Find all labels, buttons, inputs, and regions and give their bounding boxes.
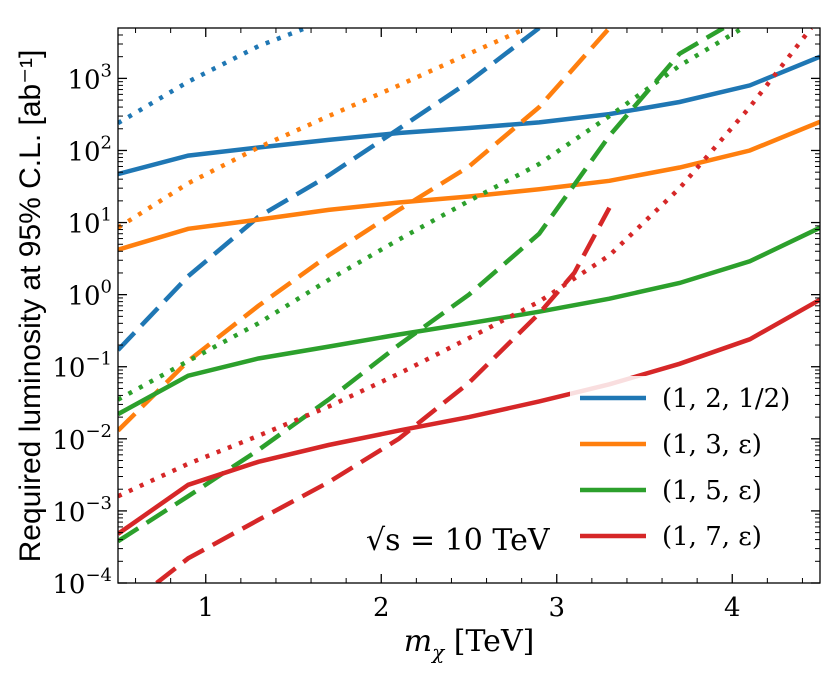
series-line-1-solid (118, 54, 820, 177)
y-tick-label: 10−1 (52, 349, 112, 384)
y-tick-label: 101 (67, 205, 112, 240)
x-tick-label: 1 (197, 593, 214, 623)
x-tick-label: 4 (724, 593, 741, 623)
series-line-11-dashed (155, 206, 612, 583)
legend-label: (1, 2, 1/2) (662, 384, 790, 414)
x-tick-label: 2 (373, 593, 390, 623)
series-line-2-dashed (118, 28, 541, 352)
series-line-3-dotted (118, 28, 307, 126)
y-axis-label: Required luminosity at 95% C.L. [ab⁻¹] (14, 50, 47, 563)
y-tick-label: 103 (67, 60, 112, 95)
series-line-4-solid (118, 119, 820, 252)
series-line-5-dashed (118, 28, 612, 433)
x-tick-label: 3 (548, 593, 565, 623)
y-tick-label: 10−2 (52, 421, 112, 456)
x-axis-label: mχ [TeV] (404, 624, 535, 664)
series-line-10-solid (118, 297, 820, 536)
series-layer (118, 28, 820, 583)
legend-label: (1, 3, ε) (662, 430, 762, 460)
legend: (1, 2, 1/2) (1, 3, ε) (1, 5, ε) (1, 7, ε) (570, 376, 810, 570)
axis-ticks: 1 2 3 4 10−4 10−3 10−2 10−1 100 101 102 103 (52, 27, 820, 623)
energy-annotation: √s = 10 TeV (366, 523, 551, 558)
legend-label: (1, 7, ε) (662, 522, 762, 552)
y-tick-label: 100 (67, 277, 112, 312)
series-line-9-dotted (118, 28, 744, 402)
series-line-12-dotted (118, 28, 813, 499)
series-line-7-solid (118, 225, 820, 417)
y-tick-label: 10−4 (52, 565, 112, 600)
legend-label: (1, 5, ε) (662, 476, 762, 506)
y-tick-label: 102 (67, 132, 112, 167)
y-tick-label: 10−3 (52, 493, 112, 528)
